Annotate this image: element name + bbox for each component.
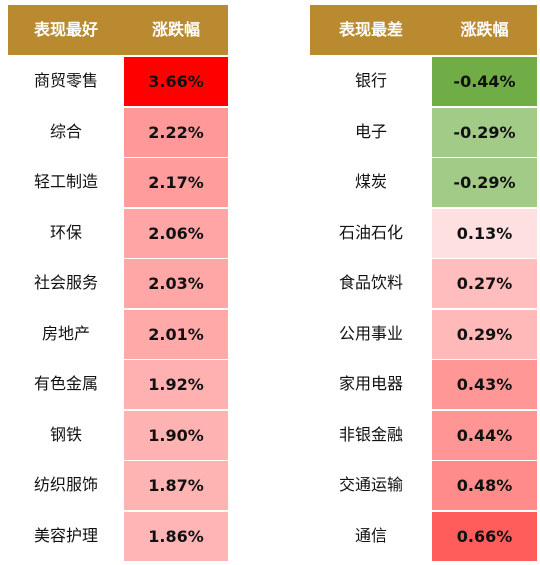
worst-sector-name: 通信	[354, 525, 387, 545]
best-sector-name: 商贸零售	[33, 71, 98, 90]
best-sector-name: 美容护理	[33, 525, 98, 545]
worst-sector-name: 银行	[354, 71, 387, 90]
worst-sector-change-cell: -0.29%	[432, 107, 537, 157]
worst-sector-name: 煤炭	[354, 172, 387, 191]
best-sector-name: 环保	[49, 222, 82, 242]
best-table-header-bar	[8, 5, 228, 55]
worst-sector-change-cell: 0.27%	[432, 259, 537, 308]
best-sector-name: 综合	[49, 121, 82, 141]
worst-sector-change-cell: 0.44%	[432, 410, 537, 460]
worst-sector-name: 石油石化	[338, 222, 403, 242]
worst-sector-change-cell: 0.43%	[432, 360, 537, 409]
best-sector-change-cell: 1.87%	[124, 461, 228, 510]
worst-sector-change-cell: -0.29%	[432, 158, 537, 207]
best-sector-change-cell: 1.90%	[124, 410, 228, 460]
worst-change-column-header: 涨跌幅	[460, 20, 509, 39]
worst-sector-name: 非银金融	[338, 424, 403, 444]
best-sector-column-header: 表现最好	[33, 20, 98, 39]
worst-sector-change-cell: 0.29%	[432, 309, 537, 359]
worst-sector-column-header: 表现最差	[338, 20, 403, 39]
worst-sector-change-cell: -0.44%	[432, 57, 537, 106]
best-sector-name: 轻工制造	[33, 172, 98, 191]
best-change-column-header: 涨跌幅	[151, 20, 200, 39]
best-sector-change-cell: 1.92%	[124, 360, 228, 409]
best-sector-change-cell: 2.22%	[124, 107, 228, 157]
worst-sector-name: 家用电器	[338, 374, 403, 393]
best-sector-change-cell: 2.06%	[124, 208, 228, 258]
best-sector-name: 社会服务	[33, 273, 98, 292]
best-sector-change-cell: 3.66%	[124, 57, 228, 106]
best-sector-change-cell: 2.03%	[124, 259, 228, 308]
best-sector-name: 钢铁	[49, 424, 82, 444]
best-sector-change-cell: 1.86%	[124, 511, 228, 561]
worst-sector-name: 食品饮料	[338, 273, 403, 292]
worst-table-header-bar	[310, 5, 537, 55]
worst-sector-change-cell: 0.13%	[432, 208, 537, 258]
worst-sector-name: 交通运输	[338, 475, 403, 494]
worst-sector-change-cell: 0.66%	[432, 511, 537, 561]
worst-sector-name: 公用事业	[338, 323, 403, 343]
worst-sector-change-cell: 0.48%	[432, 461, 537, 510]
best-sector-name: 纺织服饰	[33, 475, 98, 494]
worst-sector-name: 电子	[354, 121, 387, 141]
best-sector-change-cell: 2.01%	[124, 309, 228, 359]
best-sector-name: 有色金属	[33, 374, 98, 393]
best-sector-name: 房地产	[41, 323, 90, 343]
best-sector-change-cell: 2.17%	[124, 158, 228, 207]
